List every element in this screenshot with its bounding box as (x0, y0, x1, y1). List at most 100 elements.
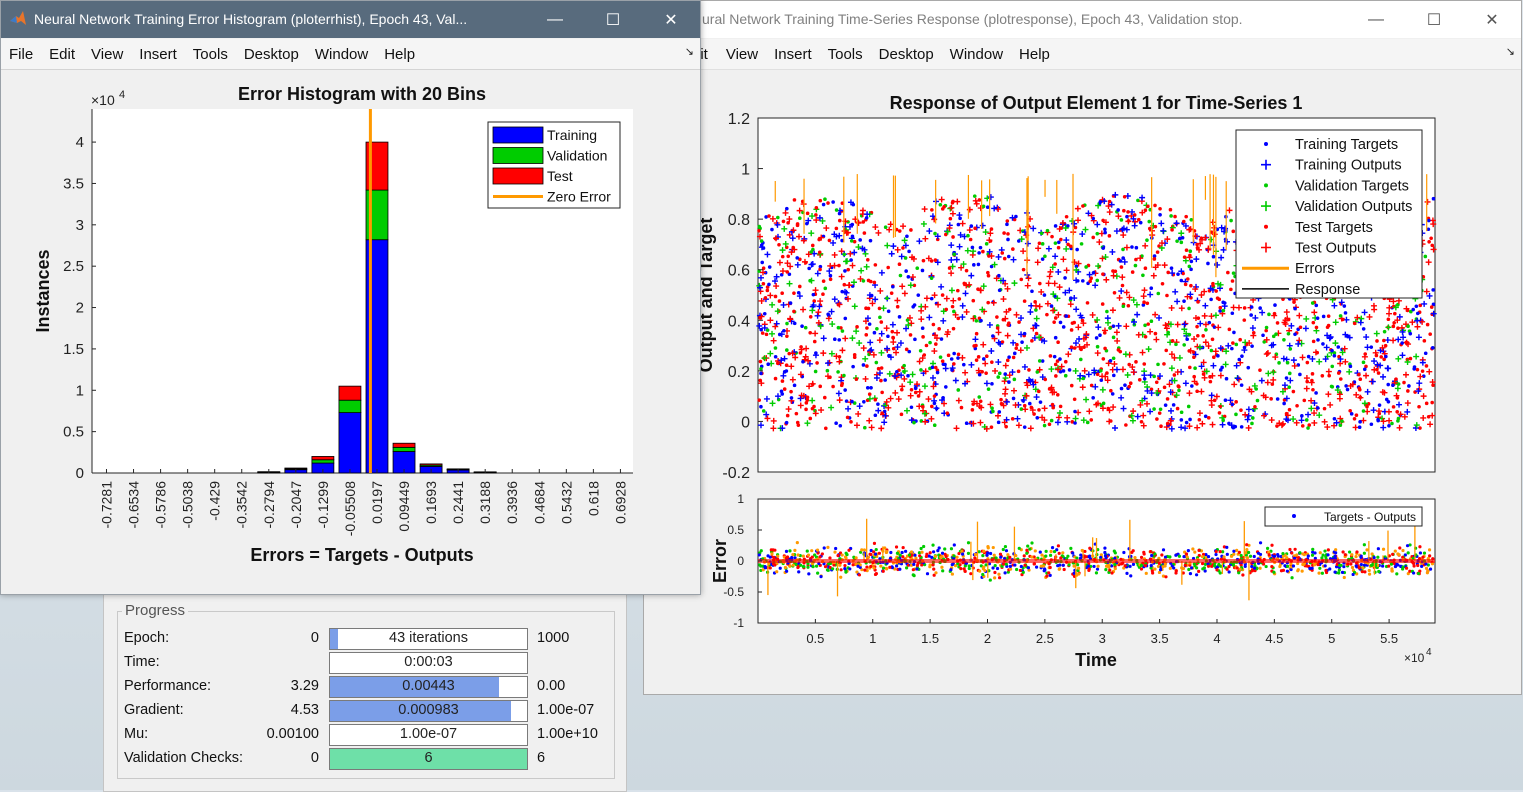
minimize-button[interactable]: — (1368, 10, 1384, 28)
progress-label: Gradient: (124, 702, 184, 718)
bar-validation-8 (311, 459, 335, 464)
menu-tools[interactable]: Tools (192, 45, 228, 63)
menu-insert[interactable]: Insert (774, 45, 812, 63)
progress-bar-value: 43 iterations (389, 630, 468, 646)
progress-bar: 0:00:03 (329, 652, 528, 674)
response-figure: -0.2 0 0.2 0.4 0.6 0.8 1 1.2 Response of Output… (696, 93, 1437, 670)
progress-title: Progress (122, 602, 189, 619)
response-legend[interactable]: Training Targets Training Outputs Validati… (1235, 129, 1423, 299)
x-tick-label: -0.1299 (315, 481, 331, 529)
x-tick-label: 4.5 (1265, 631, 1283, 646)
legend-label: Validation (547, 148, 607, 164)
progress-label: Epoch: (124, 630, 170, 646)
close-button[interactable]: ✕ (1485, 11, 1499, 29)
close-button[interactable]: ✕ (664, 11, 678, 29)
legend-label: Training Targets (1295, 137, 1398, 153)
histogram-x-ticks: -0.7281 -0.6534 -0.5786 -0.5038 -0.429 -0.354… (98, 469, 628, 536)
histogram-x-label: Errors = Targets - Outputs (250, 545, 473, 565)
bar-test-7 (284, 467, 308, 470)
y-tick-label: 0 (76, 465, 84, 482)
progress-bar: 1.00e-07 (329, 724, 528, 746)
legend-label: Validation Outputs (1295, 199, 1412, 215)
error-x-exponent: 4 (1426, 647, 1432, 658)
response-menubar: dit View Insert Tools Desktop Window Hel… (644, 39, 1521, 70)
menu-insert[interactable]: Insert (139, 45, 177, 63)
y-tick-label: 0.4 (728, 313, 750, 330)
menu-window[interactable]: Window (314, 45, 369, 63)
x-tick-label: -0.05508 (342, 481, 358, 536)
x-tick-label: 0.5 (806, 631, 824, 646)
menu-help[interactable]: Help (1019, 45, 1050, 63)
y-tick-label: 3.5 (63, 175, 84, 192)
y-tick-label: -1 (733, 616, 744, 630)
legend-label: Errors (1295, 261, 1334, 277)
bar-test-8 (311, 456, 335, 461)
x-tick-label: 0.09449 (396, 481, 412, 532)
training-progress-panel: Progress Epoch: 0 43 iterations 1000 Tim… (103, 592, 627, 792)
menu-tools[interactable]: Tools (827, 45, 863, 63)
x-tick-label: 4 (1213, 631, 1220, 646)
histogram-y-exponent: 4 (119, 89, 125, 101)
legend-label: Response (1295, 282, 1360, 298)
histogram-plot-window[interactable]: Neural Network Training Error Histogram … (0, 0, 701, 595)
progress-row-performance: Performance: 3.29 0.00443 0.00 (124, 676, 614, 698)
y-tick-label: 2.5 (63, 258, 84, 275)
progress-row-validationchecks: Validation Checks: 0 6 6 (124, 748, 614, 770)
dock-arrow-icon[interactable]: ↘ (684, 46, 694, 58)
x-tick-label: 1 (869, 631, 876, 646)
menu-help[interactable]: Help (384, 45, 416, 63)
menu-view[interactable]: View (725, 45, 759, 63)
y-tick-label: 1.2 (728, 111, 750, 128)
y-tick-label: 0.5 (63, 424, 84, 441)
progress-start-value: 4.53 (290, 702, 319, 718)
minimize-button[interactable]: — (547, 10, 563, 28)
legend-swatch (492, 126, 544, 144)
menu-file[interactable]: File (9, 45, 34, 63)
y-tick-label: 1.5 (63, 341, 84, 358)
legend-label: Zero Error (547, 189, 611, 205)
menu-edit[interactable]: Edit (49, 45, 76, 63)
response-plot-window[interactable]: ural Network Training Time-Series Respon… (643, 0, 1522, 695)
dock-arrow-icon[interactable]: ↘ (1505, 46, 1515, 58)
legend-label: Test (547, 168, 573, 184)
histogram-y-multiplier: ×10 (91, 92, 115, 108)
y-tick-label: 2 (76, 300, 84, 317)
x-tick-label: -0.5038 (180, 481, 196, 529)
progress-start-value: 3.29 (290, 678, 319, 694)
y-tick-label: 4 (76, 134, 84, 151)
maximize-button[interactable]: ☐ (605, 11, 621, 29)
menu-window[interactable]: Window (949, 45, 1004, 63)
error-x-label: Time (1075, 650, 1117, 670)
progress-bar-value: 0:00:03 (404, 654, 453, 670)
progress-bar-value: 6 (424, 750, 433, 766)
x-tick-label: -0.6534 (126, 481, 142, 529)
maximize-button[interactable]: ☐ (1426, 11, 1442, 29)
error-y-label: Error (710, 539, 730, 583)
histogram-legend[interactable]: Training Validation Test Zero Error (487, 121, 621, 209)
x-tick-label: 0.1693 (423, 481, 439, 524)
histogram-window-title: Neural Network Training Error Histogram … (34, 11, 468, 27)
progress-start-value: 0 (310, 630, 319, 646)
error-y-ticks: -1 -0.5 0 0.5 1 (723, 492, 762, 630)
response-y-label: Output and Target (696, 218, 716, 373)
error-legend[interactable]: Targets - Outputs (1264, 506, 1423, 527)
error-legend-marker (1292, 514, 1296, 518)
y-tick-label: 1 (737, 492, 744, 506)
x-tick-label: -0.3542 (234, 481, 250, 529)
response-window-titlebar[interactable]: ural Network Training Time-Series Respon… (644, 1, 1521, 38)
progress-frame (117, 611, 615, 779)
menu-desktop[interactable]: Desktop (243, 45, 299, 63)
legend-label: Training (547, 127, 597, 143)
x-tick-label: 0.0197 (369, 481, 385, 524)
y-tick-label: 0 (737, 554, 744, 568)
response-window-title: ural Network Training Time-Series Respon… (702, 11, 1243, 27)
histogram-y-label: Instances (33, 249, 53, 332)
bar-validation-9 (338, 399, 362, 414)
menu-view[interactable]: View (91, 45, 124, 63)
x-tick-label: 3 (1099, 631, 1106, 646)
error-x-multiplier: ×10 (1404, 651, 1425, 665)
progress-label: Mu: (124, 726, 149, 742)
response-chart-title: Response of Output Element 1 for Time-Se… (890, 93, 1303, 113)
histogram-window-titlebar[interactable]: Neural Network Training Error Histogram … (1, 1, 700, 38)
menu-desktop[interactable]: Desktop (878, 45, 934, 63)
